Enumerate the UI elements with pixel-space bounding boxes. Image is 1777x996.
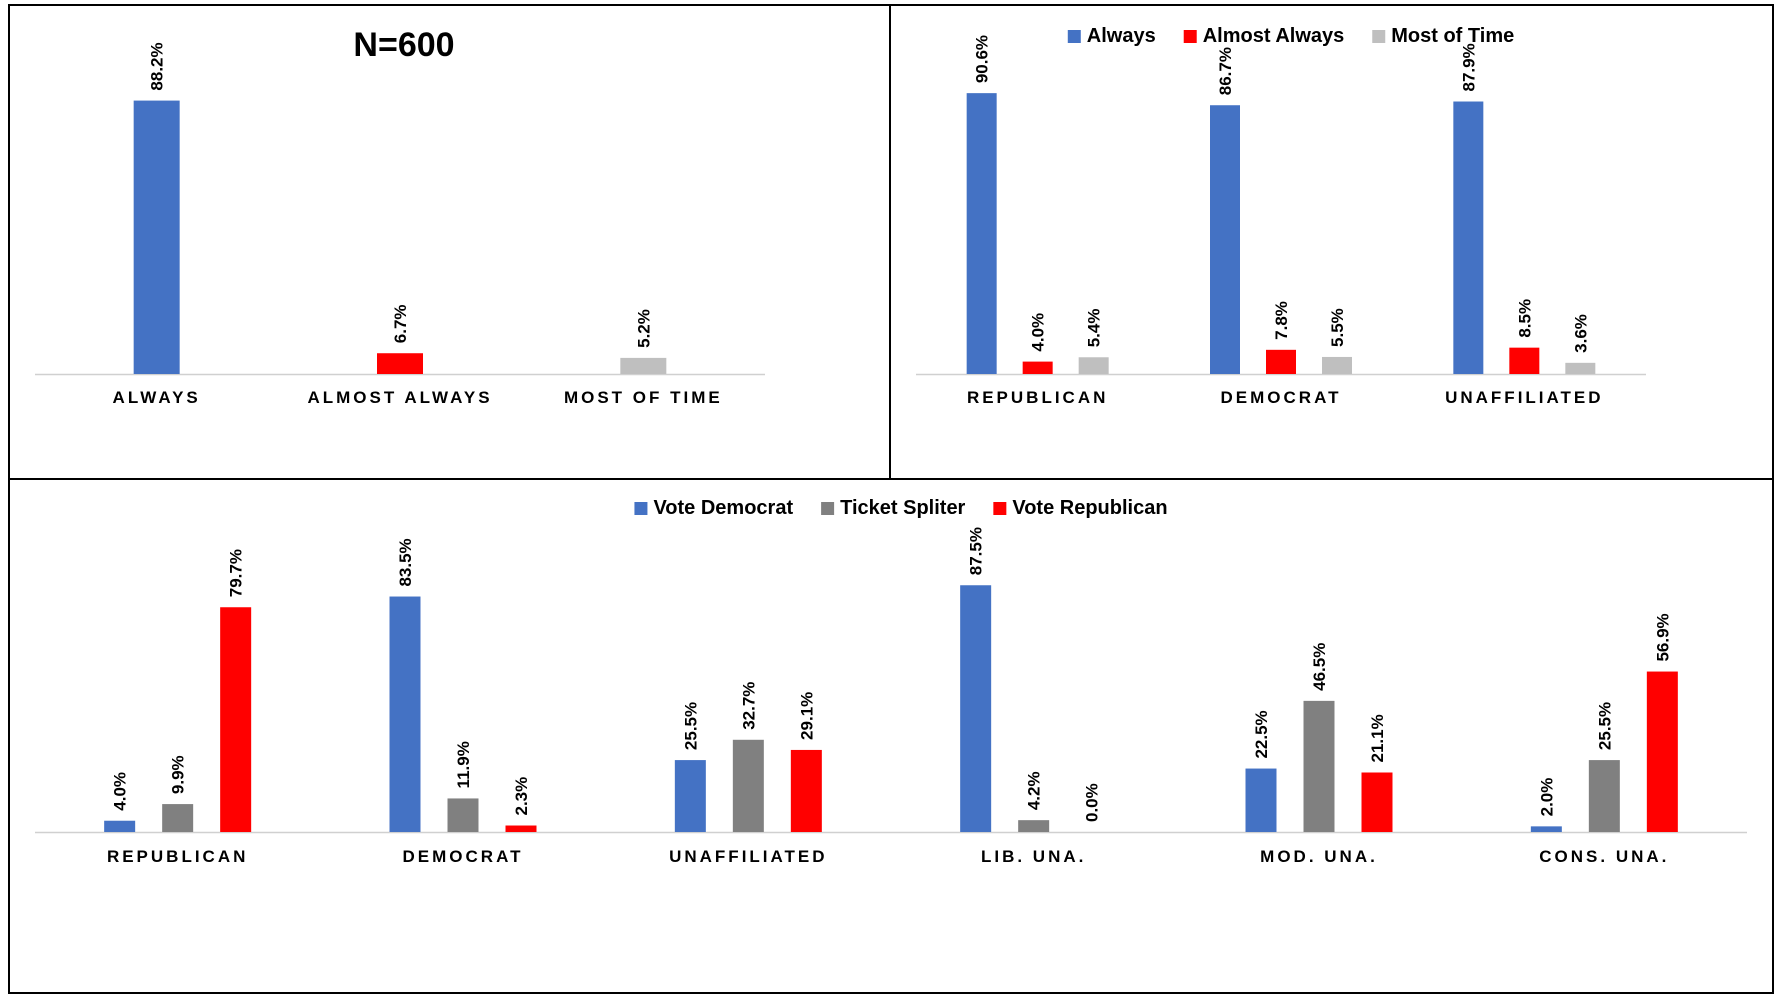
category-label-mod-una: MOD. UNA. (1260, 847, 1378, 866)
bar-always-value (133, 100, 180, 374)
bar-unaffiliated-vote-republican (790, 749, 822, 832)
bar-republican-always (966, 93, 997, 374)
bar-almost-always-value (377, 353, 423, 374)
legend-label-most-of-time: Most of Time (1391, 25, 1514, 47)
data-label-mod-una-vote-republican: 21.1% (1368, 714, 1387, 762)
bar-democrat-always (1210, 105, 1240, 374)
data-label-always-value: 88.2% (148, 42, 167, 90)
data-label-lib-una-vote-republican: 0.0% (1083, 783, 1102, 822)
category-label-lib-una: LIB. UNA. (981, 847, 1086, 866)
bar-mod-una-ticket-spliter (1303, 700, 1335, 832)
bar-democrat-almost-always (1266, 349, 1296, 374)
data-label-democrat-most-of-time: 5.5% (1328, 308, 1347, 347)
data-label-lib-una-ticket-spliter: 4.2% (1025, 771, 1044, 810)
chart-vote-by-group: 4.0% 9.9% 79.7% REPUBLICAN 83.5% 11.9% 2.3% DEM… (35, 497, 1747, 866)
bar-republican-most-of-time (1078, 357, 1109, 374)
data-label-unaffiliated-almost-always: 8.5% (1515, 299, 1534, 338)
bar-cons-una-vote-republican (1646, 671, 1678, 832)
bar-republican-almost-always (1022, 361, 1053, 374)
bar-unaffiliated-vote-democrat (674, 760, 706, 832)
data-label-cons-una-ticket-spliter: 25.5% (1595, 702, 1614, 750)
category-label-democrat: DEMOCRAT (403, 847, 524, 866)
legend-swatch-always (1067, 30, 1081, 43)
bar-republican-vote-democrat (104, 820, 136, 832)
legend-label-ticket-spliter: Ticket Spliter (840, 497, 965, 519)
bar-cons-una-ticket-spliter (1588, 760, 1620, 832)
data-label-republican-always: 90.6% (973, 35, 992, 83)
bar-unaffiliated-always (1453, 101, 1484, 374)
legend-label-almost-always: Almost Always (1203, 25, 1345, 47)
legend-label-always: Always (1087, 25, 1156, 47)
data-label-most-of-time-value: 5.2% (634, 309, 653, 348)
category-label-always: ALWAYS (113, 388, 201, 407)
chart-panel-vote-by-group: 4.0% 9.9% 79.7% REPUBLICAN 83.5% 11.9% 2.3% DEM… (8, 478, 1774, 994)
legend-swatch-vote-republican (993, 502, 1007, 515)
category-label-democrat: DEMOCRAT (1221, 388, 1342, 407)
bar-lib-una-ticket-spliter (1018, 820, 1050, 832)
data-label-republican-almost-always: 4.0% (1029, 313, 1048, 352)
data-label-unaffiliated-vote-democrat: 25.5% (681, 702, 700, 750)
bar-mod-una-vote-republican (1361, 772, 1393, 832)
legend-swatch-most-of-time (1372, 30, 1386, 43)
chart-panel-by-party: 90.6% 4.0% 5.4% REPUBLICAN 86.7% 7.8% 5.5% DEMO… (889, 4, 1774, 480)
data-label-cons-una-vote-democrat: 2.0% (1537, 778, 1556, 817)
data-label-democrat-ticket-spliter: 11.9% (454, 741, 473, 788)
bar-republican-vote-republican (220, 607, 252, 832)
bar-unaffiliated-most-of-time (1565, 362, 1596, 374)
bar-republican-ticket-spliter (162, 804, 194, 832)
legend-swatch-almost-always (1183, 30, 1197, 43)
data-label-unaffiliated-vote-republican: 29.1% (797, 692, 816, 740)
data-label-lib-una-vote-democrat: 87.5% (967, 527, 986, 575)
category-label-almost-always: ALMOST ALWAYS (307, 388, 492, 407)
bar-unaffiliated-ticket-spliter (732, 739, 764, 832)
bar-democrat-most-of-time (1322, 356, 1352, 374)
legend-swatch-ticket-spliter (821, 502, 835, 515)
category-label-cons-una: CONS. UNA. (1539, 847, 1669, 866)
chart-by-party: 90.6% 4.0% 5.4% REPUBLICAN 86.7% 7.8% 5.5% DEMO… (916, 25, 1646, 407)
data-label-cons-una-vote-republican: 56.9% (1653, 613, 1672, 661)
bar-democrat-vote-republican (505, 825, 537, 832)
bar-mod-una-vote-democrat (1245, 768, 1277, 832)
category-label-unaffiliated: UNAFFILIATED (669, 847, 827, 866)
bar-democrat-ticket-spliter (447, 798, 479, 832)
data-label-republican-most-of-time: 5.4% (1085, 309, 1104, 348)
data-label-republican-vote-democrat: 4.0% (111, 772, 130, 811)
bar-lib-una-vote-democrat (960, 585, 992, 832)
bar-unaffiliated-almost-always (1509, 347, 1540, 374)
data-label-democrat-vote-democrat: 83.5% (396, 538, 415, 586)
legend-swatch-vote-democrat (634, 502, 648, 515)
data-label-democrat-vote-republican: 2.3% (512, 777, 531, 816)
category-label-republican: REPUBLICAN (107, 847, 248, 866)
bar-democrat-vote-democrat (389, 596, 421, 832)
legend-label-vote-democrat: Vote Democrat (653, 497, 793, 519)
data-label-unaffiliated-most-of-time: 3.6% (1571, 314, 1590, 353)
data-label-almost-always-value: 6.7% (391, 304, 410, 343)
bar-cons-una-vote-democrat (1530, 826, 1562, 832)
category-label-republican: REPUBLICAN (967, 388, 1108, 407)
data-label-democrat-almost-always: 7.8% (1272, 301, 1291, 340)
bar-most-of-time-value (620, 357, 667, 374)
chart-panel-overall: N=600 88.2% ALWAYS 6.7% ALMOST ALWAYS 5.2% MOS… (8, 4, 891, 480)
chart-overall: N=600 88.2% ALWAYS 6.7% ALMOST ALWAYS 5.2% MOS… (35, 26, 765, 407)
category-label-unaffiliated: UNAFFILIATED (1445, 388, 1603, 407)
data-label-democrat-always: 86.7% (1216, 47, 1235, 95)
chart-title: N=600 (353, 26, 454, 64)
legend-label-vote-republican: Vote Republican (1012, 497, 1167, 519)
legend: Vote Democrat Ticket Spliter Vote Republic… (634, 497, 1168, 519)
data-label-unaffiliated-ticket-spliter: 32.7% (739, 682, 758, 730)
data-label-mod-una-ticket-spliter: 46.5% (1310, 643, 1329, 691)
data-label-unaffiliated-always: 87.9% (1459, 43, 1478, 91)
category-label-most-of-time: MOST OF TIME (564, 388, 723, 407)
legend: Always Almost Always Most of Time (1067, 25, 1514, 47)
data-label-mod-una-vote-democrat: 22.5% (1252, 710, 1271, 758)
data-label-republican-vote-republican: 79.7% (227, 549, 246, 597)
data-label-republican-ticket-spliter: 9.9% (169, 755, 188, 794)
